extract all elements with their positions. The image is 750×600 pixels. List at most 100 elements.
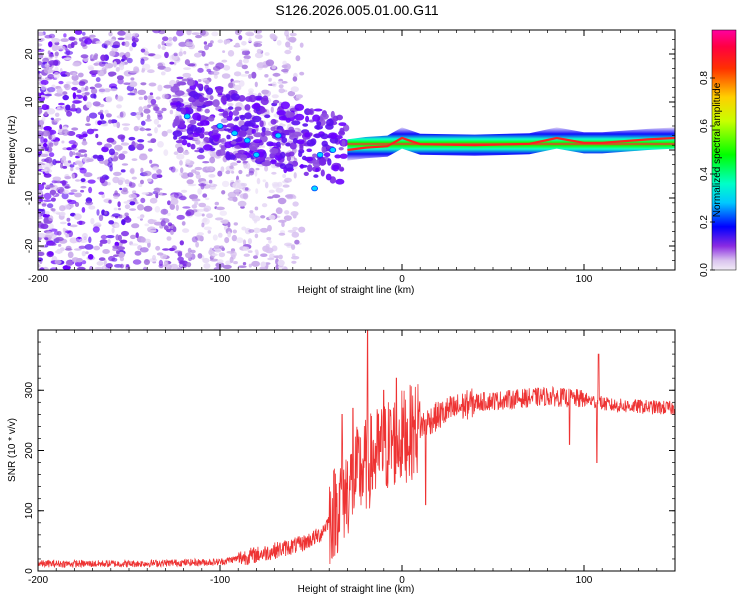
spectrogram-noise-blob: [138, 96, 143, 100]
spectrogram-noise-blob: [56, 105, 61, 110]
spectrogram-noise-blob: [137, 204, 144, 211]
spectrogram-noise-blob: [97, 69, 106, 77]
spectrogram-noise-blob: [78, 238, 88, 244]
figure-title: S126.2026.005.01.00.G11: [275, 2, 438, 18]
spectrogram-noise-blob: [123, 201, 131, 204]
spectrogram-noise-blob: [166, 129, 173, 134]
spectrogram-noise-blob: [237, 265, 247, 269]
spectrogram-scintillation-blob: [170, 102, 181, 106]
spectrogram-noise-blob: [251, 260, 260, 267]
spectrogram-noise-blob: [51, 134, 56, 140]
spectrogram-noise-blob: [160, 71, 166, 76]
spectrogram-noise-blob: [69, 150, 73, 157]
spectrogram-noise-blob: [161, 40, 165, 46]
spectrogram-scintillation-blob: [292, 138, 298, 144]
spectrogram-hotspot: [311, 185, 319, 192]
spectrogram-noise-blob: [247, 238, 252, 245]
spectrogram-noise-blob: [233, 84, 242, 91]
spectrogram-noise-blob: [99, 160, 106, 164]
spectrogram-noise-blob: [284, 210, 290, 215]
spectrogram-noise-blob: [243, 253, 250, 257]
spectrogram-noise-blob: [205, 197, 210, 201]
spectrogram-noise-blob: [140, 237, 146, 243]
spectrogram-noise-blob: [219, 245, 225, 250]
spectrogram-noise-blob: [208, 61, 215, 65]
spectrogram-noise-blob: [119, 256, 124, 262]
spectrogram-noise-blob: [107, 182, 111, 186]
spectrogram-noise-blob: [217, 170, 223, 177]
spectrogram-noise-blob: [213, 267, 221, 270]
spectrogram-noise-blob: [254, 81, 258, 88]
spectrogram-noise-blob: [290, 38, 296, 43]
spectrogram-noise-blob: [203, 205, 212, 212]
spectrogram-noise-blob: [53, 119, 59, 123]
spectrogram-noise-blob: [72, 151, 76, 156]
spectrogram-noise-blob: [59, 124, 63, 130]
spectrogram-noise-blob: [221, 59, 228, 63]
spectrogram-noise-blob: [92, 154, 99, 159]
spectrogram-noise-blob: [140, 179, 144, 185]
spectrogram-scintillation-blob: [239, 142, 247, 148]
spectrogram-noise-blob: [288, 45, 293, 51]
spectrogram-noise-blob: [269, 33, 276, 39]
spectrogram-noise-blob: [86, 115, 91, 123]
spectrogram-noise-blob: [108, 31, 113, 37]
spectrogram-noise-blob: [253, 227, 261, 234]
spectrogram-noise-blob: [48, 41, 53, 48]
spectrogram-noise-blob: [38, 108, 43, 115]
spectrogram-noise-blob: [49, 189, 57, 195]
spectrogram-noise-blob: [261, 145, 266, 148]
spectrogram-noise-blob: [64, 230, 72, 234]
spectrogram-noise-blob: [107, 239, 111, 245]
spectrogram-noise-blob: [286, 195, 294, 200]
spectrogram-noise-blob: [153, 54, 162, 60]
spectrogram-scintillation-blob: [312, 153, 318, 158]
spectrogram-noise-blob: [253, 42, 263, 47]
spectrogram-noise-blob: [103, 259, 107, 266]
spectrogram-noise-blob: [68, 36, 76, 41]
spectrogram-noise-blob: [72, 100, 81, 104]
spectrogram-noise-blob: [197, 79, 202, 82]
spectrogram-noise-blob: [248, 263, 252, 268]
spectrogram-noise-blob: [189, 194, 198, 200]
spectrogram-noise-blob: [91, 73, 97, 77]
spectrogram-noise-blob: [111, 227, 115, 234]
spectrogram-noise-blob: [185, 211, 192, 217]
spectrogram-noise-blob: [116, 75, 124, 81]
spectrogram-scintillation-blob: [251, 128, 256, 134]
spectrogram-noise-blob: [203, 226, 212, 231]
spectrogram-scintillation-blob: [180, 107, 186, 115]
spectrogram-noise-blob: [241, 41, 247, 46]
spectrogram-noise-blob: [143, 205, 153, 212]
spectrogram-noise-blob: [284, 242, 293, 247]
spectrogram-scintillation-blob: [171, 97, 179, 102]
spectrogram-noise-blob: [78, 220, 83, 225]
spectrogram-noise-blob: [123, 82, 131, 85]
spectrogram-noise-blob: [116, 104, 122, 109]
spectrogram-noise-blob: [38, 31, 45, 37]
spectrogram-noise-blob: [170, 230, 174, 235]
spectrogram-noise-blob: [82, 31, 86, 36]
snr-y-tick-label: 100: [24, 502, 35, 519]
spectrogram-noise-blob: [60, 38, 69, 42]
spectrogram-noise-blob: [121, 163, 129, 166]
spectrogram-noise-blob: [196, 154, 205, 160]
spectrogram-noise-blob: [38, 251, 45, 257]
spectrogram-noise-blob: [170, 198, 179, 205]
spectrogram-noise-blob: [248, 37, 252, 43]
spectrogram-noise-blob: [236, 160, 241, 164]
spectrogram-noise-blob: [201, 50, 206, 57]
spectrogram-scintillation-blob: [196, 107, 202, 112]
snr-x-ticks: -200 -100 0 100: [28, 330, 676, 586]
spectrogram-noise-blob: [96, 261, 104, 266]
spectrogram-noise-blob: [242, 160, 249, 164]
spectrogram-noise-blob: [85, 123, 91, 126]
spectrogram-noise-blob: [204, 108, 210, 114]
spectrogram-noise-blob: [139, 247, 149, 253]
spectrogram-noise-blob: [226, 250, 235, 254]
spectrogram-noise-blob: [141, 69, 145, 73]
spectrogram-noise-blob: [124, 204, 131, 210]
spectrogram-noise-blob: [168, 247, 175, 252]
spectrogram-scintillation-blob: [253, 132, 263, 138]
spectrogram-noise-blob: [122, 150, 128, 154]
